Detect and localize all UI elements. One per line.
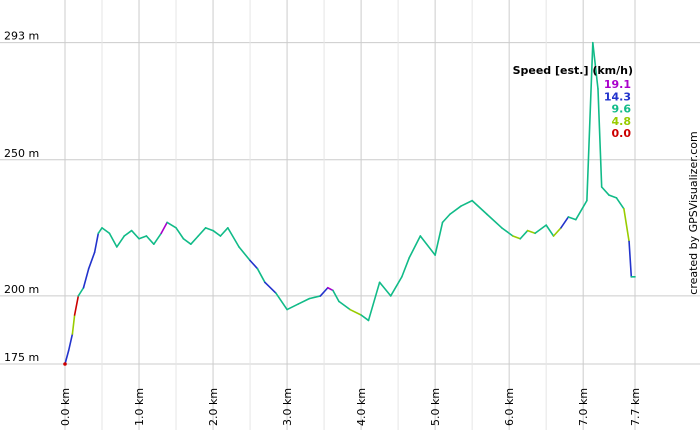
elevation-segment-70 — [628, 240, 633, 278]
elevation-segment-13 — [130, 229, 140, 240]
elevation-segment-11 — [116, 235, 126, 248]
elevation-segment-17 — [160, 221, 168, 235]
legend-entry-2: 9.6 — [612, 103, 632, 116]
elevation-segment-21 — [190, 235, 200, 245]
legend-title: Speed [est.] (km/h) — [513, 64, 633, 77]
x-axis-tick-labels: 0.0 km 1.0 km 2.0 km 3.0 km 4.0 km 5.0 km 6.0 … — [59, 388, 642, 426]
elevation-segment-67 — [608, 194, 618, 199]
elevation-segment-37 — [332, 289, 340, 303]
legend-entry-0: 19.1 — [604, 78, 631, 91]
x-tick-label-7: 7.0 km — [577, 388, 590, 426]
elevation-segment-10 — [108, 232, 118, 248]
elevation-segment-9 — [101, 227, 111, 235]
x-tick-label-8: 7.7 km — [629, 388, 642, 426]
elevation-segment-63 — [586, 41, 594, 202]
elevation-segment-61 — [567, 216, 577, 221]
elevation-segment-30 — [264, 281, 277, 295]
elevation-segment-27 — [238, 246, 251, 262]
x-tick-label-5: 5.0 km — [429, 388, 442, 426]
elevation-segment-28 — [249, 259, 259, 270]
elevation-segment-39 — [349, 308, 362, 316]
elevation-segment-0 — [64, 349, 70, 365]
elevation-segment-62 — [574, 199, 588, 221]
legend-entry-1: 14.3 — [604, 90, 631, 103]
elevation-segment-3 — [73, 295, 80, 316]
elevation-segment-53 — [500, 227, 514, 237]
elevation-segment-49 — [449, 205, 462, 216]
elevation-segment-14 — [138, 235, 148, 240]
x-tick-label-4: 4.0 km — [355, 388, 368, 426]
elevation-segment-40 — [360, 314, 370, 322]
elevation-segment-35 — [319, 286, 329, 297]
x-tick-label-6: 6.0 km — [503, 388, 516, 426]
elevation-segment-54 — [512, 235, 522, 240]
elevation-segment-56 — [526, 229, 536, 235]
elevation-segment-15 — [145, 235, 155, 245]
elevation-segment-7 — [93, 232, 100, 254]
elevation-segment-48 — [441, 213, 451, 224]
elevation-segment-31 — [275, 292, 288, 311]
x-tick-label-3: 3.0 km — [281, 388, 294, 426]
elevation-segment-59 — [552, 227, 562, 237]
elevation-segment-45 — [408, 235, 422, 259]
elevation-segment-55 — [519, 229, 529, 240]
elevation-segment-18 — [166, 221, 177, 229]
elevation-segment-50 — [460, 199, 473, 207]
elevation-segment-66 — [600, 186, 610, 196]
elevation-segment-52 — [486, 213, 503, 229]
elevation-segment-43 — [389, 276, 403, 297]
elevation-segment-57 — [534, 224, 547, 235]
legend-entry-3: 4.8 — [612, 115, 632, 128]
elevation-segment-47 — [434, 221, 444, 256]
elevation-segment-42 — [378, 281, 392, 297]
elevation-segment-64 — [592, 41, 599, 90]
elevation-segment-8 — [97, 227, 103, 235]
speed-legend: Speed [est.] (km/h) 19.114.39.64.80.0 — [513, 64, 633, 140]
elevation-segment-2 — [71, 314, 76, 335]
elevation-segment-44 — [401, 256, 411, 278]
elevation-segment-16 — [153, 232, 163, 245]
elevation-segment-32 — [286, 303, 299, 311]
elevation-segment-26 — [227, 227, 240, 248]
elevation-segment-23 — [204, 227, 214, 232]
elevation-segment-29 — [256, 267, 266, 284]
elevation-segment-25 — [219, 227, 229, 237]
elevation-segment-41 — [367, 281, 381, 322]
elevation-segment-22 — [197, 227, 207, 237]
elevation-segment-46 — [419, 235, 436, 256]
credit-text: created by GPSVisualizer.com — [687, 131, 700, 294]
elevation-segment-6 — [87, 251, 96, 270]
elevation-segment-34 — [308, 295, 322, 300]
elevation-segment-24 — [212, 229, 222, 237]
elevation-line — [63, 41, 636, 366]
x-tick-label-0: 0.0 km — [59, 388, 72, 426]
elevation-segment-33 — [297, 297, 311, 305]
y-tick-label-1: 200 m — [4, 283, 39, 296]
elevation-segment-69 — [623, 207, 630, 243]
start-point — [63, 362, 67, 366]
elevation-segment-20 — [182, 237, 192, 245]
y-tick-label-0: 175 m — [4, 351, 39, 364]
elevation-segment-38 — [338, 300, 351, 311]
elevation-segment-68 — [615, 197, 625, 210]
y-axis-tick-labels: 175 m 200 m 250 m 293 m — [4, 30, 39, 364]
elevation-segment-1 — [67, 333, 74, 352]
y-tick-label-2: 250 m — [4, 147, 39, 160]
elevation-segment-12 — [123, 229, 133, 237]
x-tick-label-1: 1.0 km — [133, 388, 146, 426]
elevation-segment-65 — [597, 88, 603, 188]
y-tick-label-3: 293 m — [4, 30, 39, 43]
elevation-segment-19 — [175, 227, 185, 240]
legend-entry-4: 0.0 — [612, 127, 632, 140]
x-tick-label-2: 2.0 km — [207, 388, 220, 426]
elevation-segment-51 — [471, 199, 488, 216]
elevation-segment-60 — [560, 216, 570, 229]
elevation-segment-58 — [545, 224, 555, 237]
elevation-segment-5 — [82, 267, 90, 289]
elevation-segment-36 — [326, 286, 334, 292]
elevation-segment-4 — [77, 286, 85, 297]
legend-entries: 19.114.39.64.80.0 — [604, 78, 631, 140]
